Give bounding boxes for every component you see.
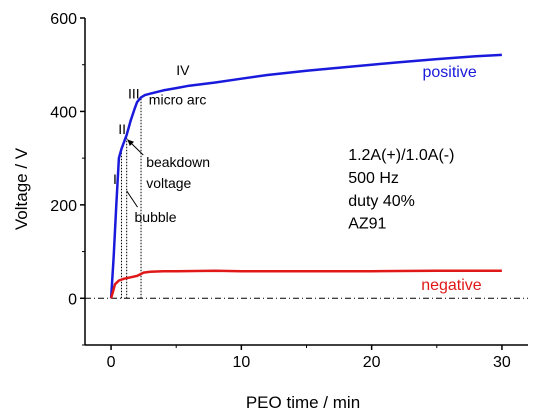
plot-area: [85, 53, 528, 299]
axes: 0 10 20 30 0 200 400 600: [50, 11, 528, 371]
stage-label-i: I: [113, 171, 117, 187]
x-axis-label: PEO time / min: [246, 393, 360, 412]
y-tick-label-0: 0: [68, 291, 77, 308]
breakdown-arrow-head: [127, 139, 135, 147]
y-tick-label-600: 600: [50, 11, 77, 28]
bubble-label: bubble: [135, 209, 177, 225]
annotations: I II III IV micro arc beakdown voltage b…: [113, 62, 482, 294]
y-axis-label: Voltage / V: [12, 147, 31, 230]
positive-series-line: [109, 53, 502, 299]
positive-series-label: positive: [423, 64, 477, 81]
stage-label-iii: III: [128, 85, 140, 101]
bubble-pointer-line: [126, 190, 138, 208]
y-tick-label-400: 400: [50, 104, 77, 121]
negative-series-line: [109, 269, 502, 299]
micro-arc-label: micro arc: [149, 91, 207, 107]
x-tick-label-20: 20: [363, 354, 381, 371]
frequency-info: 500 Hz: [348, 170, 399, 187]
breakdown-label-line1: beakdown: [146, 154, 210, 170]
x-tick-label-10: 10: [232, 354, 250, 371]
negative-series-label: negative: [421, 277, 482, 294]
stage-label-iv: IV: [176, 62, 190, 78]
current-info: 1.2A(+)/1.0A(-): [348, 147, 454, 164]
duty-info: duty 40%: [348, 193, 415, 210]
y-tick-label-200: 200: [50, 198, 77, 215]
alloy-info: AZ91: [348, 216, 386, 233]
stage-label-ii: II: [118, 121, 126, 137]
breakdown-label-line2: voltage: [146, 175, 191, 191]
x-tick-label-0: 0: [107, 354, 116, 371]
x-tick-label-30: 30: [493, 354, 511, 371]
